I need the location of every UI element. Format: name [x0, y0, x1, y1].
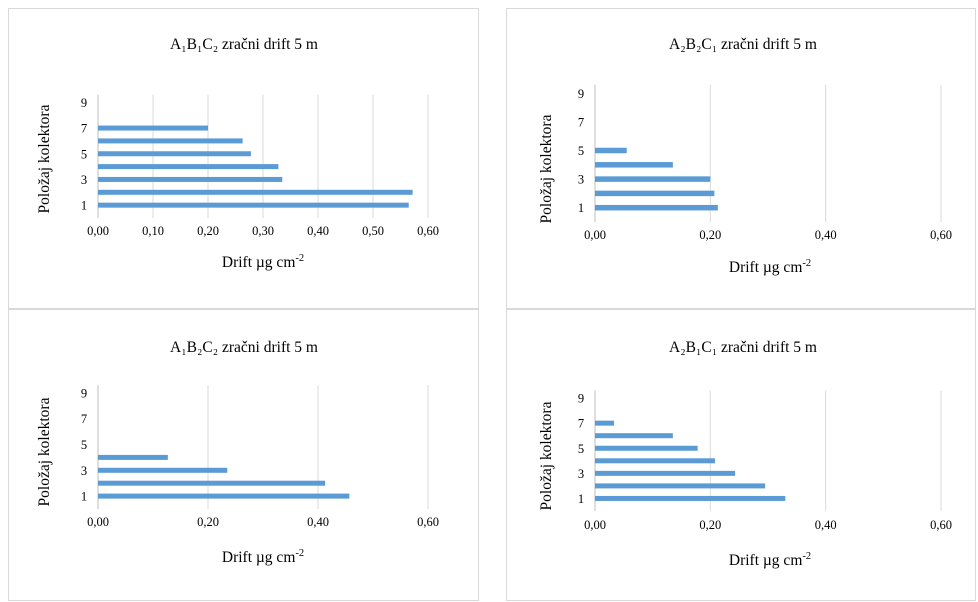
y-tick-label: 1 [578, 201, 584, 215]
x-tick-label: 0,00 [584, 518, 606, 532]
y-tick-label: 5 [578, 144, 584, 158]
bar [595, 445, 698, 451]
chart-title: A₁B₁C₂ zračni drift 5 m [170, 36, 318, 53]
bar [98, 125, 208, 131]
chart-title: A₁B₂C₂ zračni drift 5 m [170, 339, 318, 356]
bar [98, 202, 409, 208]
bar [595, 176, 711, 182]
bar [595, 483, 766, 489]
chart-svg: A₁B₂C₂ zračni drift 5 m 1 3 5 7 9 0,00 0,20 0,40… [36, 339, 439, 566]
x-tick-label: 0,20 [197, 515, 219, 529]
y-tick-label: 1 [81, 199, 87, 213]
y-axis-label: Položaj kolektora [36, 397, 53, 506]
bar [595, 190, 715, 197]
y-tick-label: 9 [578, 87, 584, 101]
bar [98, 164, 279, 170]
x-axis-label: Drift µg cm-2 [222, 548, 304, 566]
y-axis-label: Položaj kolektora [538, 401, 555, 510]
bar [595, 162, 673, 168]
bar [98, 493, 350, 499]
x-axis-label: Drift µg cm-2 [222, 253, 304, 271]
x-axis-label: Drift µg cm-2 [729, 258, 811, 276]
bar [98, 467, 228, 473]
y-tick-label: 3 [81, 173, 87, 187]
y-tick-label: 3 [81, 464, 87, 478]
y-tick-label: 3 [578, 173, 584, 187]
bar [98, 151, 251, 157]
x-tick-label: 0,60 [417, 515, 439, 529]
y-tick-label: 5 [578, 442, 584, 456]
x-tick-label: 0,40 [307, 515, 329, 529]
y-tick-label: 7 [81, 412, 87, 426]
x-tick-label: 0,20 [699, 228, 721, 242]
y-tick-label: 9 [578, 392, 584, 406]
y-tick-label: 7 [578, 115, 584, 129]
chart-panel-a2b1c1: A₂B₁C₁ zračni drift 5 m 1 3 5 7 9 0,00 0,20 0,40… [506, 309, 976, 601]
bar [595, 433, 673, 439]
y-tick-label: 5 [81, 147, 87, 161]
y-tick-label: 1 [578, 492, 584, 506]
x-tick-label: 0,20 [197, 224, 219, 238]
x-tick-label: 0,10 [142, 224, 164, 238]
x-tick-label: 0,60 [930, 228, 952, 242]
bar [98, 138, 243, 144]
chart-svg: A₂B₁C₁ zračni drift 5 m 1 3 5 7 9 0,00 0,20 0,40… [538, 339, 952, 569]
chart-panel-a1b1c2: A₁B₁C₂ zračni drift 5 m 1 3 5 7 9 0,00 0,10 0,20… [8, 8, 479, 309]
x-tick-label: 0,30 [252, 224, 274, 238]
x-tick-label: 0,40 [815, 518, 837, 532]
bar [595, 420, 615, 426]
y-tick-label: 3 [578, 467, 584, 481]
y-tick-label: 1 [81, 490, 87, 504]
x-tick-label: 0,50 [362, 224, 384, 238]
chart-panel-a2b2c1: A₂B₂C₁ zračni drift 5 m 1 3 5 7 9 0,00 0,20 0,40… [506, 8, 976, 309]
x-tick-label: 0,40 [815, 228, 837, 242]
y-tick-label: 9 [81, 96, 87, 110]
bar [98, 189, 413, 195]
y-tick-label: 9 [81, 386, 87, 400]
x-tick-label: 0,40 [307, 224, 329, 238]
y-tick-label: 5 [81, 438, 87, 452]
y-tick-label: 7 [81, 122, 87, 136]
bar [595, 204, 718, 211]
bar [595, 495, 786, 501]
y-axis-label: Položaj kolektora [36, 104, 53, 213]
chart-svg: A₂B₂C₁ zračni drift 5 m 1 3 5 7 9 0,00 0,20 0,40… [538, 36, 952, 276]
bar [98, 480, 326, 486]
chart-panel-a1b2c2: A₁B₂C₂ zračni drift 5 m 1 3 5 7 9 0,00 0,20 0,40… [8, 309, 479, 601]
y-tick-label: 7 [578, 417, 584, 431]
x-tick-label: 0,00 [87, 515, 109, 529]
bar [98, 454, 168, 460]
x-tick-label: 0,20 [699, 518, 721, 532]
bar [595, 458, 715, 464]
chart-title: A₂B₁C₁ zračni drift 5 m [669, 339, 817, 356]
chart-svg: A₁B₁C₂ zračni drift 5 m 1 3 5 7 9 0,00 0,10 0,20… [36, 36, 439, 271]
bar [595, 470, 736, 476]
y-axis-label: Položaj kolektora [538, 114, 555, 223]
x-tick-label: 0,60 [930, 518, 952, 532]
x-tick-label: 0,00 [87, 224, 109, 238]
x-tick-label: 0,00 [584, 228, 606, 242]
bar [595, 147, 627, 154]
chart-title: A₂B₂C₁ zračni drift 5 m [669, 36, 817, 53]
bar [98, 176, 283, 182]
x-axis-label: Drift µg cm-2 [729, 551, 811, 569]
x-tick-label: 0,60 [417, 224, 439, 238]
